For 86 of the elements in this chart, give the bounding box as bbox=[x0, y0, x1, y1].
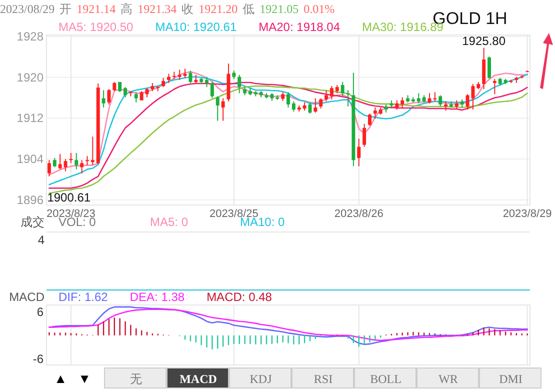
text: WR bbox=[438, 372, 458, 386]
candlestick bbox=[134, 92, 138, 103]
text: 收 bbox=[182, 2, 194, 16]
candlestick bbox=[162, 77, 166, 88]
candlestick bbox=[188, 70, 192, 84]
candlestick bbox=[400, 96, 404, 110]
candlestick bbox=[58, 153, 62, 170]
candlestick bbox=[112, 81, 116, 92]
annotation: 1900.61 bbox=[47, 190, 91, 204]
y-tick-label: 1912 bbox=[16, 111, 44, 126]
text: ▼ bbox=[78, 371, 91, 386]
text: MACD bbox=[180, 372, 218, 386]
candlestick bbox=[86, 155, 89, 166]
candlestick bbox=[362, 123, 366, 148]
y-tick-label: 1904 bbox=[16, 152, 44, 166]
candlestick bbox=[368, 113, 372, 126]
text: 0.01% bbox=[304, 2, 335, 16]
annotation: 1925.80 bbox=[462, 34, 506, 48]
text: RSI bbox=[314, 372, 333, 386]
candlestick bbox=[183, 68, 187, 78]
text: MA5: 0 bbox=[150, 215, 188, 229]
text: 高 bbox=[120, 2, 133, 16]
text: 2023/08/29 bbox=[0, 2, 55, 16]
candlestick bbox=[74, 152, 78, 170]
candlestick bbox=[80, 160, 84, 174]
candlestick bbox=[324, 90, 328, 102]
candlestick bbox=[438, 94, 442, 107]
text: 1921.05 bbox=[260, 2, 299, 16]
text: BOLL bbox=[370, 372, 402, 386]
candlestick bbox=[433, 92, 437, 102]
candlestick bbox=[444, 100, 448, 112]
candlestick bbox=[319, 98, 323, 110]
candlestick bbox=[488, 56, 491, 80]
text: KDJ bbox=[250, 372, 272, 386]
candlestick bbox=[52, 158, 56, 168]
text: 1921.14 bbox=[76, 2, 116, 16]
y-tick-label: -6 bbox=[32, 352, 44, 366]
candlestick bbox=[357, 138, 361, 167]
candlestick bbox=[395, 100, 399, 110]
x-tick-label: 2023/8/29 bbox=[502, 208, 552, 220]
candlestick bbox=[286, 92, 290, 108]
candlestick bbox=[416, 92, 420, 104]
candlestick bbox=[178, 69, 182, 80]
text: 1921.20 bbox=[198, 2, 238, 16]
text: 成交 bbox=[20, 215, 44, 229]
candlestick bbox=[221, 98, 225, 122]
text: 低 bbox=[242, 2, 255, 16]
chart-title: MACD bbox=[9, 290, 45, 304]
candlestick bbox=[292, 100, 296, 112]
candlestick bbox=[69, 152, 73, 164]
text: MA10: 1920.61 bbox=[155, 20, 237, 34]
candlestick bbox=[90, 136, 94, 166]
candlestick bbox=[140, 90, 144, 101]
text: MA20: 1918.04 bbox=[258, 20, 340, 34]
text: MACD: 0.48 bbox=[206, 290, 272, 304]
candlestick bbox=[330, 86, 334, 100]
y-tick-label: 1920 bbox=[16, 70, 44, 84]
candlestick bbox=[314, 98, 318, 114]
candlestick bbox=[102, 90, 106, 108]
text: DMI bbox=[499, 372, 522, 386]
text: 1921.34 bbox=[138, 2, 177, 16]
candlestick bbox=[308, 102, 312, 114]
candlestick bbox=[47, 160, 51, 177]
y-tick-label: 6 bbox=[36, 305, 44, 320]
candlestick bbox=[210, 81, 214, 99]
series-label: DIF: 1.62 bbox=[58, 290, 108, 304]
candlestick bbox=[205, 76, 208, 88]
text: MA5: 1920.50 bbox=[58, 20, 134, 34]
candlestick bbox=[238, 74, 242, 94]
y-tick-label: 1928 bbox=[16, 30, 44, 44]
series-label: DEA: 1.38 bbox=[130, 290, 185, 304]
text: ▲ bbox=[54, 371, 67, 386]
y-tick-label: 1896 bbox=[16, 192, 44, 207]
candlestick bbox=[124, 86, 128, 98]
candlestick bbox=[107, 88, 111, 105]
candlestick bbox=[373, 106, 377, 120]
text: 开 bbox=[60, 2, 72, 16]
text: 4 bbox=[38, 233, 45, 247]
candlestick bbox=[128, 90, 132, 97]
x-tick-label: 2023/8/26 bbox=[334, 208, 384, 220]
candlestick bbox=[340, 81, 344, 97]
text: 无 bbox=[130, 372, 142, 386]
candlestick bbox=[492, 78, 496, 95]
candlestick bbox=[64, 158, 68, 172]
candlestick bbox=[216, 96, 220, 122]
candlestick bbox=[166, 73, 170, 84]
